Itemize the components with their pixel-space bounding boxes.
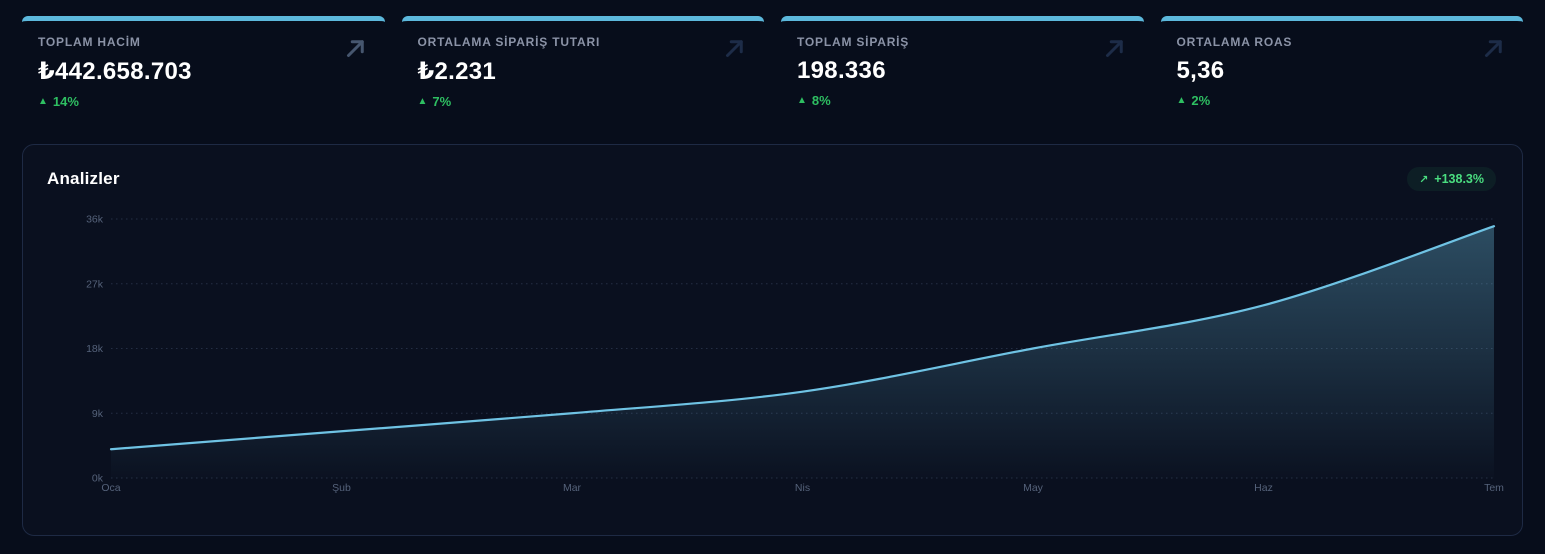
stat-change: ▲ 14%	[38, 94, 369, 109]
svg-text:Şub: Şub	[332, 482, 351, 494]
stat-card-ortalama-siparis-tutari[interactable]: ORTALAMA SİPARİŞ TUTARI ₺2.231 ▲ 7%	[401, 16, 764, 121]
svg-text:Tem: Tem	[1484, 482, 1504, 494]
stat-change-value: 7%	[432, 94, 452, 109]
stat-value: ₺442.658.703	[38, 58, 192, 85]
stat-card-toplam-hacim[interactable]: TOPLAM HACİM ₺442.658.703 ▲ 14%	[22, 16, 385, 121]
stat-label: TOPLAM SİPARİŞ	[797, 35, 910, 49]
stat-value: ₺2.231	[417, 58, 497, 85]
svg-text:Mar: Mar	[563, 482, 582, 494]
analytics-area-chart: 0k 9k 18k 27k 36k Oca Şub Mar Nis May Haz Tem	[23, 145, 1522, 535]
growth-badge: ↗ +138.3%	[1407, 167, 1496, 191]
stat-value: 198.336	[797, 57, 886, 84]
trend-up-right-icon: ↗	[1419, 173, 1429, 186]
arrow-up-right-icon[interactable]	[720, 33, 750, 63]
analytics-panel: 0k 9k 18k 27k 36k Oca Şub Mar Nis May Haz Tem Anali…	[22, 144, 1523, 536]
chart-svg: 0k 9k 18k 27k 36k Oca Şub Mar Nis May Haz Tem	[86, 214, 1504, 495]
arrow-up-right-icon[interactable]	[1479, 33, 1509, 63]
kpi-cards-row: TOPLAM HACİM ₺442.658.703 ▲ 14% ORTALAMA…	[0, 0, 1545, 121]
arrow-up-right-icon[interactable]	[341, 33, 371, 63]
trend-up-icon: ▲	[417, 95, 428, 107]
page-title: Analizler	[47, 169, 120, 188]
trend-up-icon: ▲	[1176, 94, 1187, 106]
svg-text:0k: 0k	[92, 473, 104, 485]
svg-text:Haz: Haz	[1254, 482, 1273, 494]
svg-text:18k: 18k	[86, 343, 104, 355]
svg-text:27k: 27k	[86, 278, 104, 290]
svg-text:May: May	[1023, 482, 1044, 494]
trend-up-icon: ▲	[797, 94, 807, 106]
svg-text:Oca: Oca	[101, 482, 120, 494]
stat-card-toplam-siparis[interactable]: TOPLAM SİPARİŞ 198.336 ▲ 8%	[781, 16, 1144, 121]
stat-change: ▲ 7%	[418, 94, 749, 109]
panel-header: Analizler ↗ +138.3%	[23, 145, 1522, 191]
stat-label: TOPLAM HACİM	[38, 35, 141, 49]
stat-change: ▲ 8%	[797, 93, 1128, 108]
stat-label: ORTALAMA ROAS	[1176, 35, 1293, 49]
stat-change-value: 14%	[52, 94, 79, 109]
svg-text:Nis: Nis	[795, 482, 810, 494]
arrow-up-right-icon[interactable]	[1100, 33, 1130, 63]
trend-up-icon: ▲	[38, 95, 48, 107]
stat-label: ORTALAMA SİPARİŞ TUTARI	[417, 35, 601, 49]
stat-change-value: 2%	[1191, 93, 1211, 108]
stat-card-ortalama-roas[interactable]: ORTALAMA ROAS 5,36 ▲ 2%	[1160, 16, 1523, 121]
growth-badge-value: +138.3%	[1434, 172, 1484, 186]
stat-change: ▲ 2%	[1177, 93, 1508, 108]
svg-text:36k: 36k	[86, 214, 104, 226]
stat-value: 5,36	[1176, 57, 1225, 84]
stat-change-value: 8%	[811, 93, 831, 108]
svg-text:9k: 9k	[92, 408, 104, 420]
